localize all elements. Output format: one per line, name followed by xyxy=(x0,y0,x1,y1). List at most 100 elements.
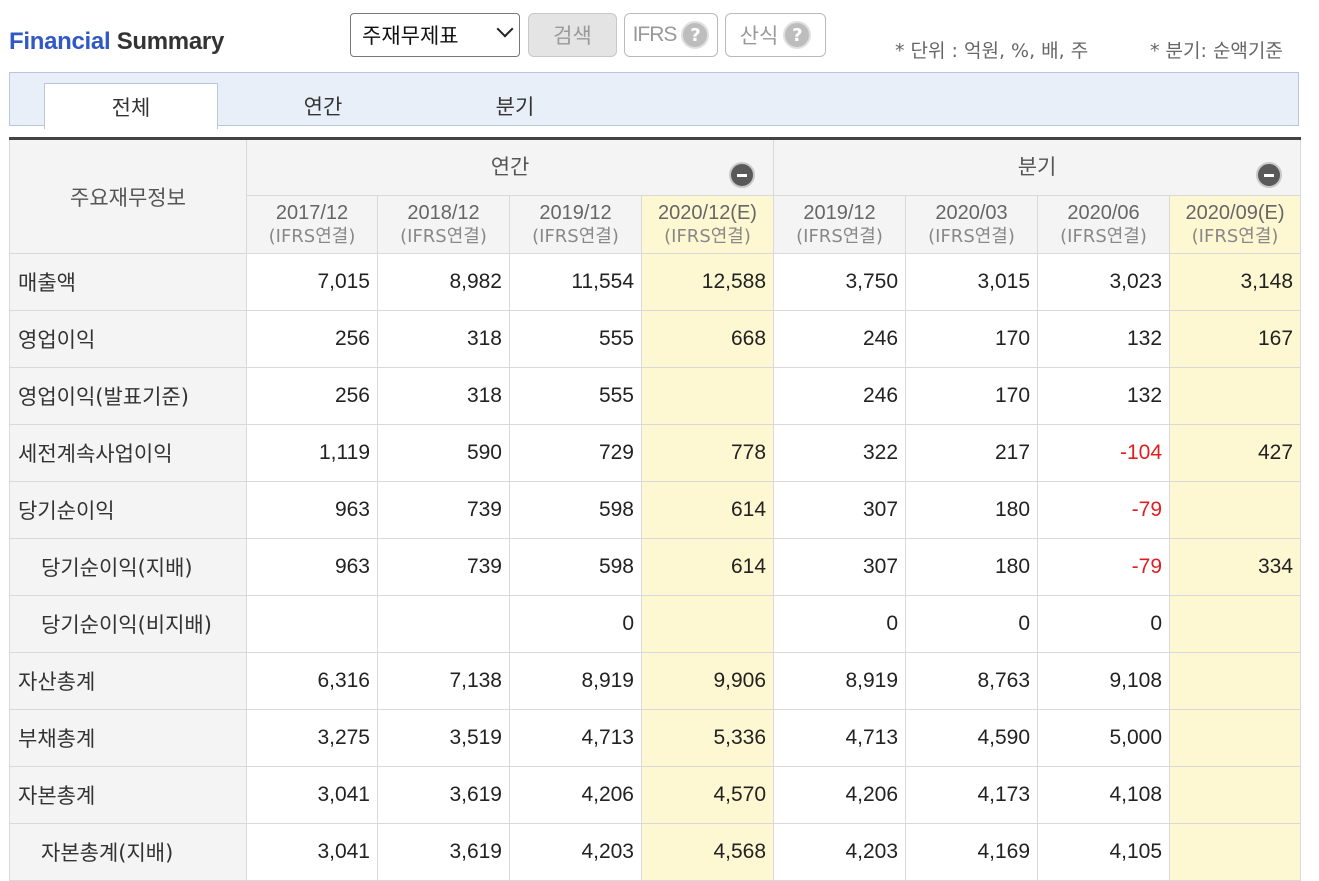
column-basis: (IFRS연결) xyxy=(400,225,487,247)
column-basis: (IFRS연결) xyxy=(532,225,619,247)
table-cell: 322 xyxy=(773,424,907,482)
column-date: 2019/12 xyxy=(803,201,876,224)
column-header: 2020/06 (IFRS연결) xyxy=(1037,195,1171,254)
table-cell: 8,919 xyxy=(773,652,907,710)
table-cell: 0 xyxy=(509,595,642,653)
table-cell: 11,554 xyxy=(509,253,642,311)
row-label: 세전계속사업이익 xyxy=(9,424,247,482)
table-cell xyxy=(246,595,378,653)
column-basis: (IFRS연결) xyxy=(268,225,356,247)
table-cell xyxy=(1169,823,1302,881)
search-button[interactable]: 검색 xyxy=(528,13,617,57)
question-icon: ? xyxy=(783,21,812,49)
table-cell: 4,713 xyxy=(509,709,642,767)
statement-type-value: 주재무제표 xyxy=(362,24,459,48)
table-cell: 4,169 xyxy=(905,823,1039,881)
table-cell: 5,336 xyxy=(640,709,775,767)
statement-type-select[interactable]: 주재무제표 xyxy=(350,13,520,57)
column-date: 2020/03 xyxy=(935,201,1008,224)
table-cell: 7,138 xyxy=(377,652,510,710)
row-label: 부채총계 xyxy=(9,709,247,767)
table-cell: 256 xyxy=(246,367,378,425)
table-cell: 217 xyxy=(905,424,1039,482)
table-cell xyxy=(1169,481,1302,539)
table-cell xyxy=(1169,766,1302,824)
table-cell: 8,982 xyxy=(377,253,510,311)
row-label: 자본총계(지배) xyxy=(9,823,247,881)
table-body: 매출액 7,015 8,982 11,554 12,588 3,750 3,015 3,023… xyxy=(9,253,1302,881)
formula-button-label: 산식 xyxy=(739,24,779,48)
column-basis: (IFRS연결) xyxy=(664,225,751,247)
table-cell: 246 xyxy=(773,367,907,425)
table-cell: 180 xyxy=(905,481,1039,539)
row-label: 당기순이익 xyxy=(9,481,247,539)
table-row: 부채총계 3,275 3,519 4,713 5,336 4,713 4,590 5,000 xyxy=(9,709,1302,767)
table-cell: 4,570 xyxy=(640,766,775,824)
title-financial: Financial xyxy=(9,28,111,55)
table-cell xyxy=(640,367,775,425)
table-cell: 9,906 xyxy=(640,652,775,710)
table-cell: 180 xyxy=(905,538,1039,596)
column-header: 2017/12 (IFRS연결) xyxy=(246,195,378,254)
table-cell: 3,619 xyxy=(377,823,510,881)
tab-quarterly[interactable]: 분기 xyxy=(495,95,535,119)
table-cell: 3,750 xyxy=(773,253,907,311)
table-cell: 1,119 xyxy=(246,424,378,482)
table-row: 자본총계 3,041 3,619 4,206 4,570 4,206 4,173 4,108 xyxy=(9,766,1302,824)
table-row: 세전계속사업이익 1,119 590 729 778 322 217 -104 427 xyxy=(9,424,1302,482)
column-header: 2019/12 (IFRS연결) xyxy=(509,195,642,254)
collapse-quarterly-icon[interactable] xyxy=(1256,162,1283,188)
table-cell: 963 xyxy=(246,481,378,539)
search-button-label: 검색 xyxy=(553,24,592,48)
column-basis: (IFRS연결) xyxy=(1191,225,1279,247)
page-title: Financial Summary xyxy=(9,28,224,56)
table-cell xyxy=(377,595,510,653)
column-date: 2019/12 xyxy=(539,201,612,224)
question-icon: ? xyxy=(681,21,710,49)
table-cell: 4,203 xyxy=(509,823,642,881)
row-label: 자본총계 xyxy=(9,766,247,824)
financial-summary-table: 주요재무정보 연간 분기 2017/12 (IFRS연결) 2018/12 (IFRS… xyxy=(9,137,1302,881)
collapse-annual-icon[interactable] xyxy=(729,162,756,188)
table-cell: 3,619 xyxy=(377,766,510,824)
row-label: 당기순이익(지배) xyxy=(9,538,247,596)
row-label: 자산총계 xyxy=(9,652,247,710)
quarter-note: * 분기: 순액기준 xyxy=(1150,40,1283,62)
ifrs-help-button[interactable]: IFRS ? xyxy=(624,13,718,57)
table-cell: 4,173 xyxy=(905,766,1039,824)
table-cell: 4,713 xyxy=(773,709,907,767)
column-header-row: 2017/12 (IFRS연결) 2018/12 (IFRS연결) 2019/12 (IF… xyxy=(10,195,1302,254)
column-header: 2018/12 (IFRS연결) xyxy=(377,195,510,254)
table-cell: 9,108 xyxy=(1037,652,1171,710)
table-cell: 3,041 xyxy=(246,823,378,881)
tab-all[interactable]: 전체 xyxy=(44,83,218,129)
table-cell: 12,588 xyxy=(640,253,775,311)
formula-help-button[interactable]: 산식 ? xyxy=(725,13,826,57)
table-cell: 778 xyxy=(640,424,775,482)
table-cell: 614 xyxy=(640,538,775,596)
table-cell: 729 xyxy=(509,424,642,482)
table-cell: 132 xyxy=(1037,367,1171,425)
table-cell: 590 xyxy=(377,424,510,482)
table-row: 매출액 7,015 8,982 11,554 12,588 3,750 3,015 3,023… xyxy=(9,253,1302,311)
chevron-down-icon xyxy=(496,20,514,38)
column-basis: (IFRS연결) xyxy=(796,225,883,247)
table-cell: 598 xyxy=(509,538,642,596)
table-cell: 170 xyxy=(905,367,1039,425)
row-label: 영업이익(발표기준) xyxy=(9,367,247,425)
table-cell: 4,568 xyxy=(640,823,775,881)
tab-annual[interactable]: 연간 xyxy=(303,95,343,119)
column-date: 2020/09(E) xyxy=(1185,201,1285,224)
table-cell: 3,015 xyxy=(905,253,1039,311)
table-cell: 3,041 xyxy=(246,766,378,824)
group-label-annual: 연간 xyxy=(490,154,530,179)
table-cell: 555 xyxy=(509,310,642,368)
column-date: 2018/12 xyxy=(407,201,480,224)
table-cell: 3,275 xyxy=(246,709,378,767)
table-cell: 614 xyxy=(640,481,775,539)
table-cell: 4,105 xyxy=(1037,823,1171,881)
title-summary: Summary xyxy=(116,28,225,55)
column-basis: (IFRS연결) xyxy=(1060,225,1147,247)
table-row: 당기순이익 963 739 598 614 307 180 -79 xyxy=(9,481,1302,539)
table-cell: 246 xyxy=(773,310,907,368)
